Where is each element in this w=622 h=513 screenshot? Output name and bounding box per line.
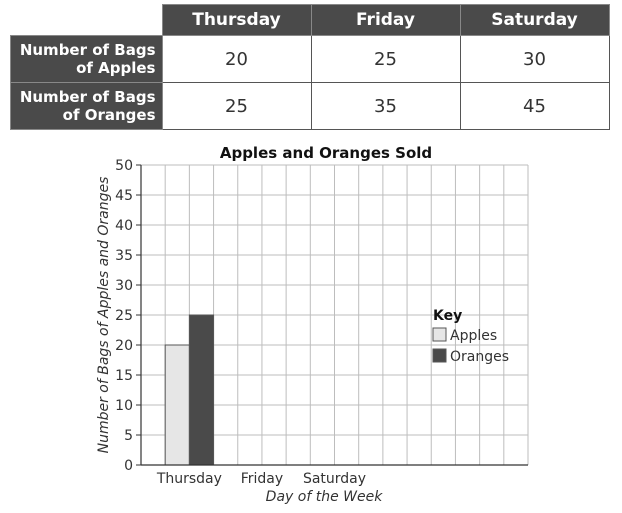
x-tick-label: Thursday xyxy=(156,471,222,487)
chart-bars xyxy=(164,314,215,466)
table-cell: 20 xyxy=(161,35,312,83)
y-tick-label: 30 xyxy=(115,278,133,294)
table-header-friday: Friday xyxy=(310,4,461,36)
legend-swatch-oranges xyxy=(432,348,447,363)
y-tick-label: 45 xyxy=(115,188,133,204)
legend-label-apples: Apples xyxy=(450,328,497,344)
row-header-line: of Oranges xyxy=(62,106,156,124)
row-header-line: Number of Bags xyxy=(19,88,156,106)
bar-apples-thursday xyxy=(164,344,190,466)
y-tick-label: 40 xyxy=(115,218,133,234)
table-corner xyxy=(10,4,162,36)
table-cell: 45 xyxy=(459,82,610,130)
y-tick-label: 50 xyxy=(115,158,133,174)
table-row: Number of Bags of Oranges 25 35 45 xyxy=(10,82,610,130)
y-tick-label: 25 xyxy=(115,308,133,324)
legend-label-oranges: Oranges xyxy=(450,349,509,365)
table-header-row: Thursday Friday Saturday xyxy=(10,4,610,36)
row-header-line: Number of Bags xyxy=(19,41,156,59)
table-cell: 30 xyxy=(459,35,610,83)
table-header-thursday: Thursday xyxy=(161,4,312,36)
row-header-apples: Number of Bags of Apples xyxy=(10,35,163,83)
x-tick-label: Saturday xyxy=(303,471,366,487)
table-header-saturday: Saturday xyxy=(459,4,610,36)
table-cell: 35 xyxy=(310,82,461,130)
legend-title: Key xyxy=(433,308,462,324)
legend: Key Apples Oranges xyxy=(432,308,509,365)
chart-axes: 0 5 10 15 20 25 30 35 40 45 50 Thursday Friday Saturd… xyxy=(115,158,528,487)
row-header-line: of Apples xyxy=(76,59,156,77)
table-cell: 25 xyxy=(310,35,461,83)
x-tick-label: Friday xyxy=(241,471,283,487)
x-axis-title: Day of the Week xyxy=(266,489,384,505)
y-tick-label: 0 xyxy=(124,458,133,474)
y-tick-label: 35 xyxy=(115,248,133,264)
table-row: Number of Bags of Apples 20 25 30 xyxy=(10,35,610,83)
y-tick-label: 15 xyxy=(115,368,133,384)
data-table: Thursday Friday Saturday Number of Bags … xyxy=(10,4,610,130)
y-tick-label: 20 xyxy=(115,338,133,354)
table-cell: 25 xyxy=(161,82,312,130)
y-tick-label: 5 xyxy=(124,428,133,444)
legend-swatch-apples xyxy=(432,327,447,342)
chart-title: Apples and Oranges Sold xyxy=(220,144,432,162)
y-tick-label: 10 xyxy=(115,398,133,414)
y-axis-title: Number of Bags of Apples and Oranges xyxy=(96,177,112,454)
row-header-oranges: Number of Bags of Oranges xyxy=(10,82,163,130)
bar-oranges-thursday xyxy=(188,314,215,466)
